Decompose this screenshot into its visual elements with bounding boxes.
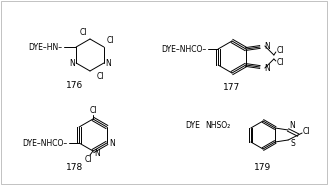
- Text: Cl: Cl: [107, 36, 114, 45]
- Text: N: N: [264, 63, 270, 73]
- Text: DYE: DYE: [185, 120, 200, 130]
- Text: 176: 176: [66, 80, 84, 90]
- Text: N: N: [264, 41, 270, 51]
- Text: DYE–NHCO–: DYE–NHCO–: [22, 139, 67, 147]
- Text: N: N: [289, 122, 295, 130]
- Text: 179: 179: [255, 162, 272, 171]
- Text: Cl: Cl: [303, 127, 311, 137]
- Text: Cl: Cl: [96, 71, 104, 80]
- Text: NHSO₂: NHSO₂: [205, 120, 230, 130]
- Text: 177: 177: [223, 83, 241, 92]
- Text: Cl: Cl: [277, 58, 284, 66]
- Text: DYE–NHCO–: DYE–NHCO–: [161, 45, 206, 53]
- Text: DYE–HN–: DYE–HN–: [28, 43, 62, 51]
- Text: Cl: Cl: [84, 156, 92, 164]
- Text: Cl: Cl: [89, 105, 97, 115]
- Text: S: S: [290, 139, 295, 147]
- Text: Cl: Cl: [277, 46, 284, 55]
- Text: N: N: [105, 58, 111, 68]
- Text: N: N: [94, 149, 100, 159]
- Text: Cl: Cl: [79, 28, 87, 36]
- Text: N: N: [109, 139, 115, 147]
- Text: N: N: [69, 58, 75, 68]
- Text: 178: 178: [66, 162, 84, 171]
